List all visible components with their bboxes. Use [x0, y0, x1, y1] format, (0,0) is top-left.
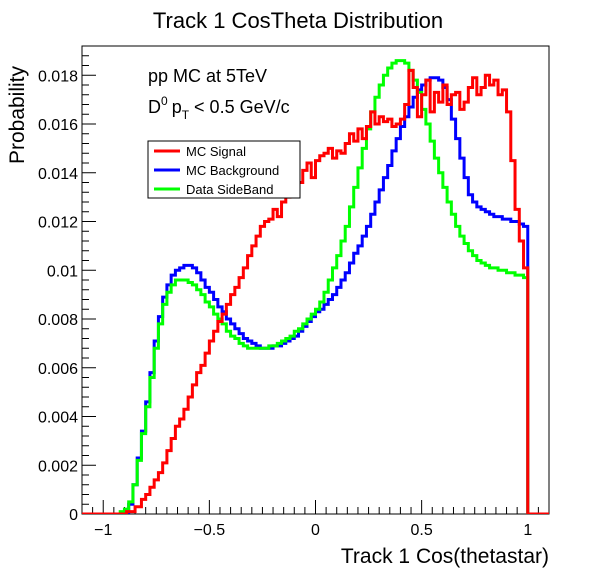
y-tick-label: 0.014	[38, 166, 78, 183]
annotation-sample: pp MC at 5TeV	[148, 66, 267, 86]
legend-label-mc-background: MC Background	[186, 163, 279, 178]
y-tick-label: 0.016	[38, 117, 78, 134]
chart-title: Track 1 CosTheta Distribution	[153, 8, 443, 33]
x-tick-label: −1	[94, 522, 112, 539]
y-tick-label: 0.01	[47, 263, 78, 280]
x-tick-label: 0.5	[411, 522, 433, 539]
x-tick-label: 0	[311, 522, 320, 539]
series-data-sideband-line	[82, 59, 549, 514]
series-mc-background-line	[82, 76, 549, 514]
series-layer	[82, 59, 549, 514]
y-tick-label: 0	[69, 507, 78, 524]
y-tick-label: 0.006	[38, 361, 78, 378]
x-tick-label: 1	[523, 522, 532, 539]
y-tick-label: 0.008	[38, 312, 78, 329]
x-axis-label: Track 1 Cos(thetastar)	[341, 545, 549, 568]
x-axis: −1 −0.5 0 0.5 1	[81, 500, 550, 539]
legend: MC Signal MC Background Data SideBand	[147, 140, 301, 199]
y-axis-label: Probability	[6, 65, 29, 164]
y-tick-label: 0.004	[38, 410, 78, 427]
legend-label-mc-signal: MC Signal	[186, 144, 246, 159]
annotation-pt-cut: D0 pT < 0.5 GeV/c	[148, 94, 290, 122]
y-tick-label: 0.018	[38, 68, 78, 85]
y-axis: 0 0.002 0.004 0.006 0.008 0.01 0.012 0.014 0.016…	[38, 45, 96, 524]
y-tick-label: 0.012	[38, 215, 78, 232]
y-tick-label: 0.002	[38, 458, 78, 475]
x-tick-label: −0.5	[194, 522, 226, 539]
legend-label-data-sideband: Data SideBand	[186, 182, 273, 197]
series-mc-signal-line	[82, 68, 549, 514]
